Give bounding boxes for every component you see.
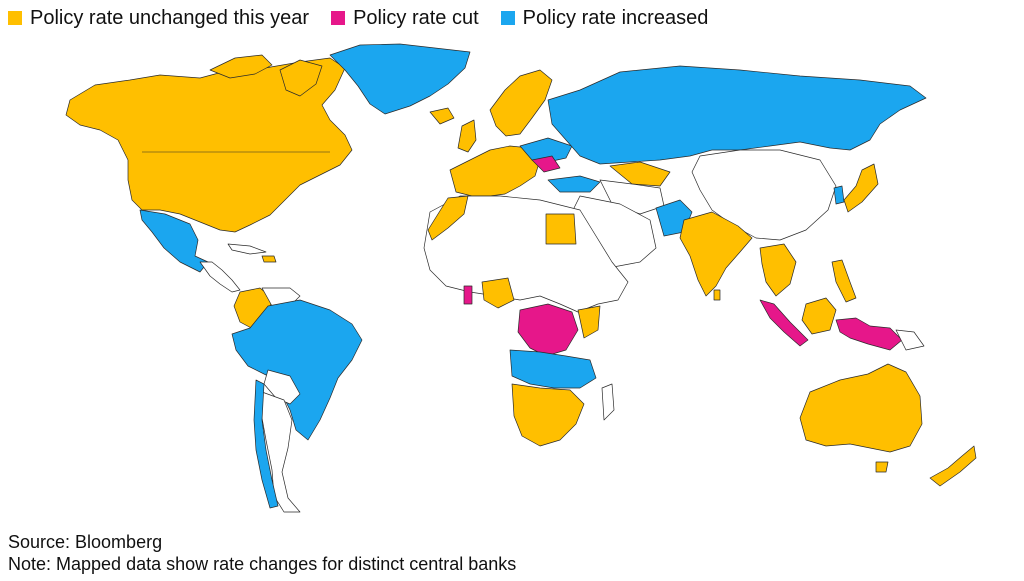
region-sumatra [759, 299, 809, 347]
legend-label-unchanged: Policy rate unchanged this year [30, 7, 310, 29]
region-southern-africa [511, 383, 585, 447]
region-sri-lanka [713, 289, 721, 301]
legend-item-unchanged: Policy rate unchanged this year [8, 6, 309, 30]
legend-swatch-increased [500, 11, 515, 25]
region-indonesia-east [835, 317, 903, 351]
region-east-africa [577, 305, 601, 339]
region-uk [457, 119, 477, 153]
region-philippines [831, 259, 857, 303]
region-dominican [261, 255, 277, 263]
region-russia [547, 65, 927, 165]
region-nigeria [481, 277, 515, 309]
region-iceland [429, 107, 455, 125]
region-morocco [427, 195, 469, 241]
region-baffin-island [279, 59, 323, 97]
region-turkey [547, 175, 601, 193]
legend-item-increased: Policy rate increased [500, 6, 709, 30]
region-scandinavia [489, 69, 553, 137]
region-romania [531, 155, 561, 173]
region-chile [253, 379, 279, 509]
data-note: Note: Mapped data show rate changes for … [8, 554, 517, 574]
region-cuba [227, 243, 267, 255]
region-india [679, 211, 753, 297]
region-angola-zambia [509, 349, 597, 389]
region-korea [833, 185, 845, 205]
region-borneo [801, 297, 837, 335]
source-note: Source: Bloomberg [8, 532, 163, 552]
region-brazil-peru [231, 299, 363, 441]
region-greenland [329, 43, 471, 115]
region-argentina [261, 391, 301, 513]
region-kazakhstan [609, 161, 671, 187]
region-ghana [463, 285, 473, 305]
region-tasmania [875, 461, 889, 473]
region-japan [843, 163, 879, 213]
region-canada-islands [209, 54, 273, 79]
region-papua [895, 329, 925, 351]
map-legend: Policy rate unchanged this year Policy r… [8, 4, 708, 32]
region-indochina [759, 243, 797, 297]
region-china [691, 149, 837, 241]
legend-label-cut: Policy rate cut [353, 7, 479, 29]
region-central-africa [517, 303, 579, 357]
region-central-america [199, 261, 241, 293]
world-map [0, 36, 1024, 526]
legend-item-cut: Policy rate cut [331, 6, 479, 30]
legend-swatch-unchanged [8, 11, 22, 25]
legend-label-increased: Policy rate increased [522, 7, 709, 29]
region-new-zealand [929, 445, 977, 487]
region-madagascar [601, 383, 615, 421]
region-australia [799, 363, 923, 453]
legend-swatch-cut [331, 11, 346, 25]
region-egypt [545, 213, 577, 245]
world-map-svg [65, 43, 977, 513]
map-footer: Source: Bloomberg Note: Mapped data show… [8, 531, 516, 575]
